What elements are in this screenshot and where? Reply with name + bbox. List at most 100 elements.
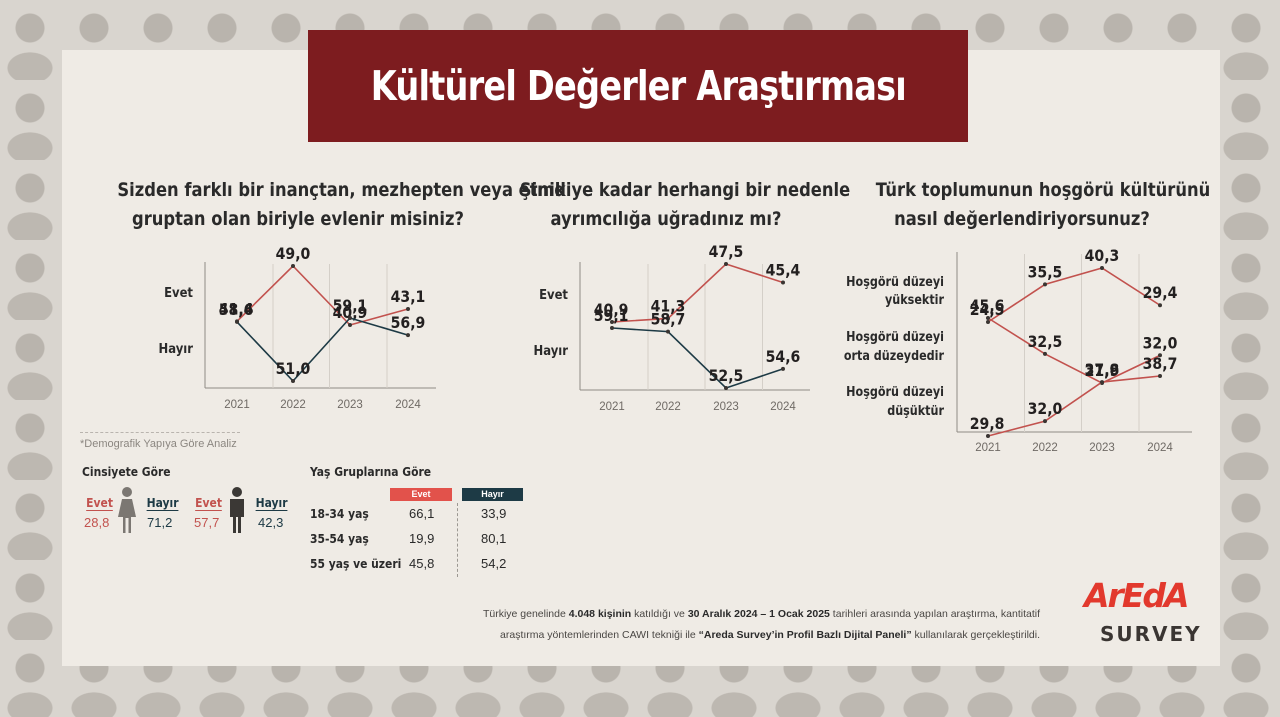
- chart3-x-tick-label: 2021: [975, 442, 1001, 454]
- age-divider: [457, 503, 458, 577]
- chart1-x-tick-label: 2024: [395, 399, 421, 411]
- title-banner: Kültürel Değerler Araştırması: [308, 30, 968, 142]
- chart1-x-tick-label: 2021: [224, 399, 250, 411]
- chart2-x-tick-label: 2022: [655, 401, 681, 413]
- chart3-title-line1: Türk toplumunun hoşgörü kültürünü: [875, 179, 1211, 201]
- chart2-data-point: [666, 329, 670, 334]
- age-row-hayir: 33,9: [481, 506, 507, 521]
- chart2-data-label: 47,5: [709, 242, 744, 261]
- chart3-data-label: 32,0: [1028, 399, 1063, 418]
- chart3-data-label: 37,8: [1085, 360, 1120, 379]
- chart3-series-line: [987, 375, 1161, 437]
- chart1-data-label: 51,0: [276, 359, 311, 378]
- chart2-data-label: 40,9: [594, 300, 629, 319]
- chart3-data-label: 38,7: [1143, 354, 1178, 373]
- chart2-data-point: [724, 386, 728, 390]
- chart2-data-label: 52,5: [709, 366, 744, 385]
- chart1-x-tick-label: 2023: [337, 399, 363, 411]
- footer-dates: 30 Aralık 2024 – 1 Ocak 2025: [687, 608, 830, 620]
- chart2-data-point: [781, 280, 785, 285]
- areda-logo: ArEdA SURVEY: [1080, 576, 1210, 650]
- chart1-title-line2: gruptan olan biriyle evlenir misiniz?: [132, 208, 464, 230]
- chart3-data-point: [1043, 351, 1047, 356]
- chart2-x-tick-label: 2023: [713, 401, 739, 413]
- chart1-data-label: 49,0: [276, 244, 311, 263]
- chart3-data-point: [1158, 303, 1162, 308]
- age-evet-header: Evet: [390, 488, 452, 501]
- male-hayir-value: 42,3: [258, 515, 284, 530]
- age-row-hayir: 80,1: [481, 531, 507, 546]
- chart3-data-point: [1100, 380, 1104, 385]
- chart2-data-label: 59,1: [594, 306, 629, 325]
- female-hayir-label: Hayır: [146, 495, 179, 511]
- chart2-series-name: Evet: [539, 286, 568, 302]
- chart1-data-point: [291, 379, 295, 383]
- footer-line1: Türkiye genelinde 4.048 kişinin katıldığ…: [483, 608, 1040, 620]
- chart3-series-name: Hoşgörü düzeyi: [846, 274, 944, 289]
- chart1-data-point: [406, 333, 410, 338]
- chart3-title: Türk toplumunun hoşgörü kültürünü nasıl …: [875, 176, 1211, 234]
- chart2-x-tick-label: 2024: [770, 401, 796, 413]
- chart1-data-label: 41,4: [219, 299, 254, 318]
- female-icon: [118, 487, 136, 533]
- chart3-series-line: [987, 317, 1161, 384]
- chart2-data-point: [781, 366, 785, 371]
- chart1-data-label: 43,1: [391, 287, 426, 306]
- chart3-x-tick-label: 2022: [1032, 442, 1058, 454]
- age-heading: Yaş Gruplarına Göre: [310, 464, 432, 479]
- male-evet-value: 57,7: [194, 515, 220, 530]
- footer-text: Türkiye genelinde: [482, 608, 569, 620]
- footer-line2: araştırma yöntemlerinden CAWI tekniği il…: [500, 629, 1040, 641]
- chart3-data-point: [986, 316, 990, 320]
- chart3-x-tick-label: 2023: [1089, 442, 1115, 454]
- chart3-series-name: Hoşgörü düzeyi: [846, 329, 944, 344]
- chart2-title: Şimdiye kadar herhangi bir nedenle ayrım…: [519, 176, 851, 234]
- male-hayir-label: Hayır: [255, 495, 288, 511]
- chart1-data-label: 58,6: [219, 300, 254, 319]
- chart1-data-point: [406, 306, 410, 311]
- chart3-data-point: [1158, 374, 1162, 378]
- age-row-evet: 45,8: [409, 556, 435, 571]
- chart3-x-tick-label: 2024: [1147, 442, 1173, 454]
- chart1-data-label: 59,1: [333, 296, 368, 315]
- footer-text: kullanılarak gerçekleştirildi.: [911, 629, 1040, 641]
- chart3-data-point: [1100, 266, 1104, 270]
- chart1-data-point: [348, 316, 352, 320]
- male-evet-label: Evet: [195, 495, 222, 511]
- demographic-note: *Demografik Yapıya Göre Analiz: [80, 438, 237, 450]
- chart3-data-label: 35,5: [1028, 263, 1063, 282]
- age-hayir-header: Hayır: [462, 488, 523, 501]
- chart3-series-name: orta düzeydedir: [844, 348, 944, 363]
- chart2-data-point: [724, 262, 728, 266]
- chart1-series-name: Hayır: [159, 340, 194, 356]
- footer-participants: 4.048 kişinin: [568, 608, 632, 620]
- page-title: Kültürel Değerler Araştırması: [370, 62, 906, 110]
- chart2-data-point: [610, 326, 614, 330]
- divider: [80, 432, 240, 433]
- chart3-data-point: [1043, 282, 1047, 287]
- chart2-data-label: 45,4: [766, 261, 801, 280]
- footer-text: tarihleri arasında yapılan araştırma, ka…: [829, 608, 1040, 620]
- chart1-series-name: Evet: [164, 284, 193, 300]
- chart3-series-name: yüksektir: [885, 292, 944, 307]
- age-row-label: 18-34 yaş: [310, 506, 369, 521]
- chart3-data-label: 29,4: [1143, 283, 1178, 302]
- chart2-data-label: 54,6: [766, 347, 801, 366]
- chart2-series-line: [611, 263, 784, 323]
- logo-brand: ArEdA: [1084, 576, 1190, 615]
- chart2-title-line1: Şimdiye kadar herhangi bir nedenle: [519, 179, 851, 201]
- chart3-series-line: [987, 267, 1161, 323]
- female-evet-label: Evet: [86, 495, 113, 511]
- chart2-series-name: Hayır: [534, 342, 569, 358]
- age-row-hayir: 54,2: [481, 556, 507, 571]
- chart1-data-point: [348, 323, 352, 327]
- female-evet-value: 28,8: [84, 515, 110, 530]
- chart3-data-label: 24,5: [970, 300, 1005, 319]
- chart3-data-point: [986, 434, 990, 438]
- chart1-title-line1: Sizden farklı bir inançtan, mezhepten ve…: [117, 179, 566, 201]
- chart2-data-label: 58,7: [651, 310, 686, 329]
- chart1-series-line: [236, 264, 409, 326]
- chart2-data-point: [666, 316, 670, 321]
- chart3-data-label: 21,9: [1085, 361, 1120, 380]
